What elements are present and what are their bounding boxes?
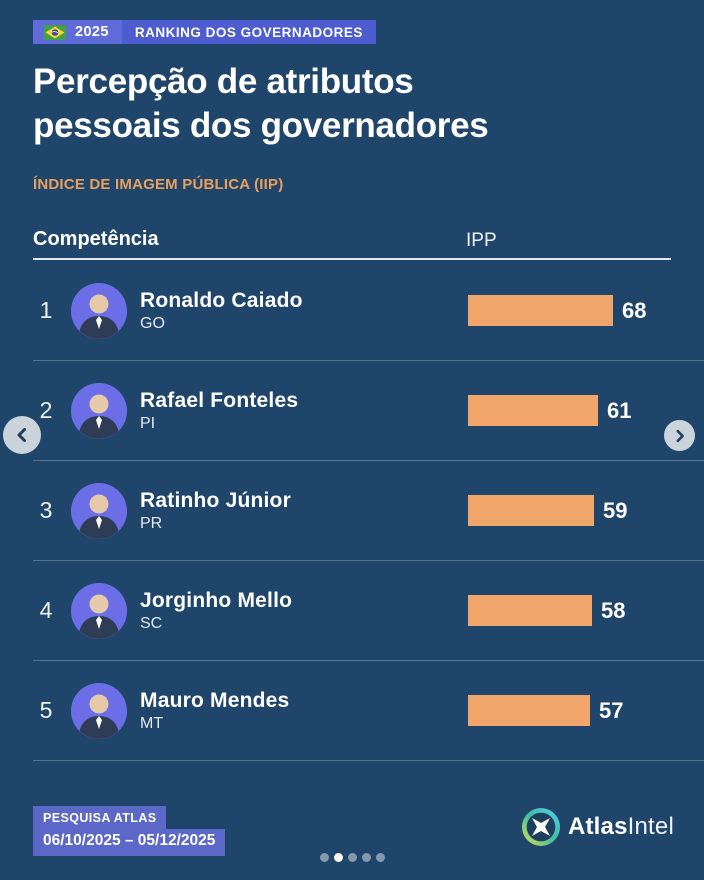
governor-info: Jorginho Mello SC [140,589,292,633]
chevron-left-icon [17,428,26,442]
person-photo-icon [71,382,127,439]
governor-state: GO [140,314,165,332]
subtitle-iip: ÍNDICE DE IMAGEM PÚBLICA (IIP) [33,176,284,193]
title-line-1: Percepção de atributos [33,62,414,101]
brazil-flag-icon [44,24,66,40]
ipp-value: 57 [599,697,624,723]
governor-name: Ronaldo Caiado [140,288,303,312]
pagination-dot[interactable] [319,853,329,862]
governor-name: Rafael Fonteles [140,388,299,412]
carousel-next-button[interactable] [664,420,695,451]
governor-avatar [71,282,127,339]
governor-state: MT [140,714,164,732]
atlasintel-wordmark: AtlasIntel [568,813,674,841]
ipp-bar-group: 57 [468,695,623,726]
top-badge-year-segment: 2025 [33,20,122,44]
ipp-value: 61 [607,397,632,423]
governor-avatar [71,682,127,739]
governor-info: Ronaldo Caiado GO [140,289,303,333]
governor-state: PR [140,514,163,532]
ipp-value: 58 [601,597,626,623]
pagination-dot[interactable] [375,853,385,862]
survey-period: 06/10/2025 – 05/12/2025 [33,829,226,856]
ipp-bar-group: 61 [468,395,631,426]
governor-info: Mauro Mendes MT [140,689,289,733]
pagination-dot[interactable] [361,853,371,862]
ipp-value: 68 [622,297,647,323]
person-photo-icon [71,582,127,639]
atlasintel-logo: AtlasIntel [521,808,674,846]
governor-avatar [71,582,127,639]
table-row: 4 Jorginho Mello SC 58 [33,561,704,661]
governor-avatar [71,482,127,539]
top-badge: 2025 RANKING DOS GOVERNADORES [33,20,376,44]
column-header-ipp: IPP [466,230,497,251]
governor-state: PI [140,414,156,432]
survey-info-badge: PESQUISA ATLAS 06/10/2025 – 05/12/2025 [33,806,226,856]
rank-number: 2 [39,397,53,423]
pagination-dot[interactable] [347,853,357,862]
rank-number: 1 [39,297,53,323]
person-photo-icon [71,682,127,739]
brand-atlas: Atlas [567,813,628,840]
ipp-bar-group: 68 [468,295,646,326]
ipp-value: 59 [603,497,628,523]
ipp-bar-group: 59 [468,495,627,526]
ipp-bar [468,695,590,726]
person-photo-icon [71,282,127,339]
ipp-bar [468,495,594,526]
header-divider [33,258,671,260]
governor-name: Ratinho Júnior [140,488,291,512]
ipp-bar [468,595,592,626]
carousel-pagination [0,853,704,862]
table-row: 1 Ronaldo Caiado GO 68 [33,261,704,361]
badge-year: 2025 [75,24,109,40]
badge-ranking-label: RANKING DOS GOVERNADORES [121,20,376,44]
governor-name: Mauro Mendes [140,688,290,712]
rank-number: 3 [39,497,53,523]
governor-state: SC [140,614,163,632]
atlasintel-compass-icon [521,808,560,846]
governor-info: Rafael Fonteles PI [140,389,298,433]
ipp-bar [468,295,613,326]
title-line-2: pessoais dos governadores [33,106,489,145]
rank-number: 4 [39,597,53,623]
column-header-attribute: Competência [33,228,159,250]
table-row: 2 Rafael Fonteles PI 61 [33,361,704,461]
table-row: 3 Ratinho Júnior PR 59 [33,461,704,561]
pagination-dot[interactable] [333,853,343,862]
person-photo-icon [71,482,127,539]
table-row: 5 Mauro Mendes MT 57 [33,661,704,761]
ipp-bar-group: 58 [468,595,625,626]
rank-number: 5 [39,697,53,723]
survey-label: PESQUISA ATLAS [33,806,167,829]
carousel-prev-button[interactable] [3,416,41,454]
chevron-right-icon [676,429,684,442]
ranking-table: 1 Ronaldo Caiado GO 68 2 [0,261,704,761]
governor-avatar [71,382,127,439]
governor-name: Jorginho Mello [140,588,293,612]
governor-info: Ratinho Júnior PR [140,489,291,533]
ipp-bar [468,395,598,426]
brand-intel: Intel [627,813,674,840]
page-title: Percepção de atributos pessoais dos gover… [33,60,489,148]
